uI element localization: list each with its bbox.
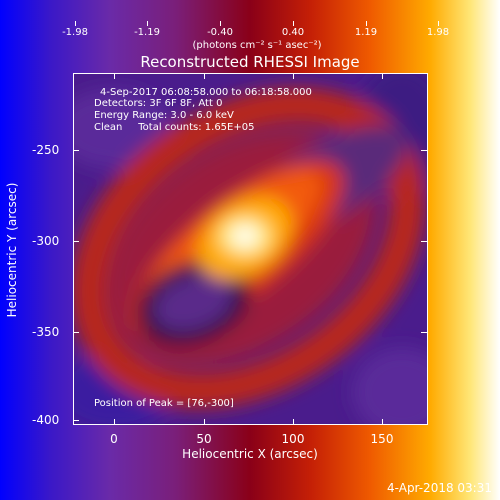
colorbar-label: 1.98 [426,27,450,38]
annotation-clean-counts: Clean Total counts: 1.65E+05 [94,122,255,133]
colorbar-label: -0.40 [207,27,233,38]
y-tick-label: -300 [32,234,60,248]
annotation-peak-position: Position of Peak = [76,-300] [94,398,234,409]
colorbar-units: (photons cm⁻² s⁻¹ asec⁻²) [192,40,322,51]
colorbar-tick [147,21,148,26]
timestamp: 4-Apr-2018 03:31 [387,481,492,495]
x-tick-label: 150 [370,432,394,446]
image-plot [73,73,428,425]
y-tick [73,150,79,151]
x-tick-label: 0 [110,432,118,446]
rhessi-heatmap [74,74,427,424]
x-tick [204,73,205,79]
colorbar-label: -1.98 [62,27,88,38]
colorbar-tick [75,21,76,26]
x-tick [204,419,205,425]
x-tick-label: 50 [196,432,212,446]
y-tick [73,241,79,242]
colorbar-label: -1.19 [134,27,160,38]
colorbar-tick [293,21,294,26]
y-tick-label: -400 [32,413,60,427]
x-tick [293,419,294,425]
plot-title: Reconstructed RHESSI Image [140,53,360,71]
annotation-detectors: Detectors: 3F 6F 8F, Att 0 [94,98,223,109]
y-tick [73,332,79,333]
colorbar-label: 0.40 [281,27,305,38]
y-axis-title: Heliocentric Y (arcsec) [5,182,19,318]
colorbar-tick [366,21,367,26]
y-tick [421,241,427,242]
annotation-time-range: 4-Sep-2017 06:08:58.000 to 06:18:58.000 [100,87,312,98]
x-tick [114,73,115,79]
annotation-energy-range: Energy Range: 3.0 - 6.0 keV [94,110,234,121]
x-tick-label: 100 [281,432,305,446]
x-axis-title: Heliocentric X (arcsec) [182,447,318,461]
y-tick [421,332,427,333]
x-tick [382,419,383,425]
y-tick [73,420,79,421]
y-tick-label: -250 [32,143,60,157]
colorbar-tick [220,21,221,26]
x-tick [382,73,383,79]
colorbar-label: 1.19 [354,27,378,38]
y-tick [421,150,427,151]
colorbar-tick [438,21,439,26]
x-tick [114,419,115,425]
x-tick [293,73,294,79]
y-tick-label: -350 [32,325,60,339]
